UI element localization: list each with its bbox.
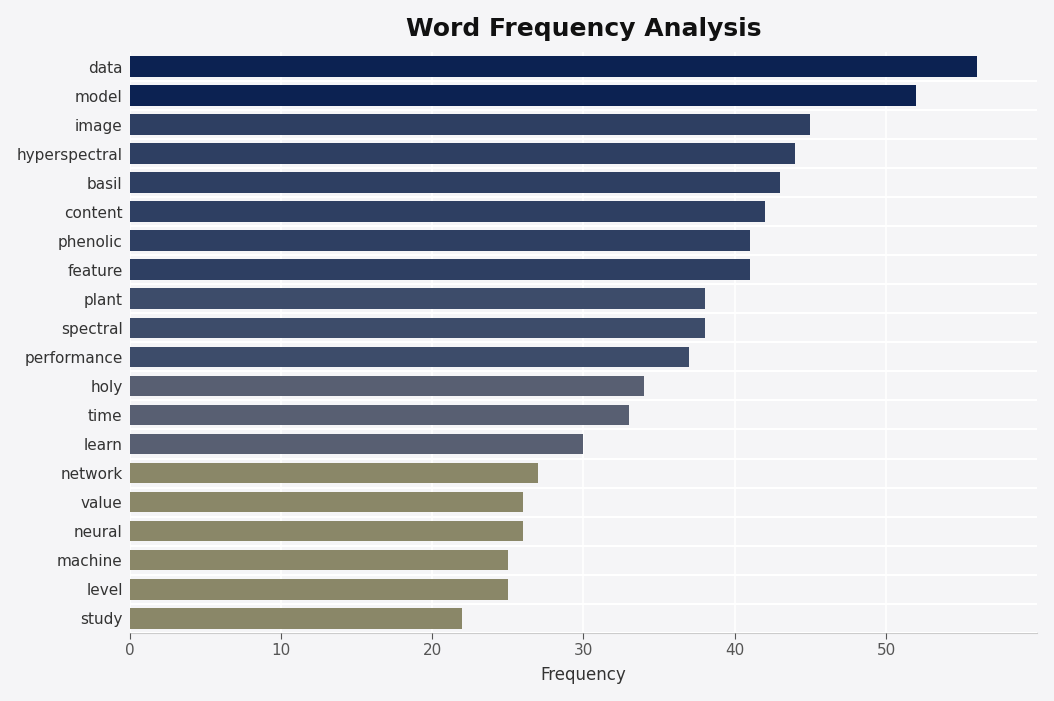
- Bar: [130, 376, 644, 397]
- X-axis label: Frequency: Frequency: [541, 667, 626, 684]
- Bar: [130, 404, 629, 426]
- Bar: [130, 608, 463, 629]
- Bar: [130, 578, 508, 599]
- Bar: [130, 463, 539, 484]
- Bar: [130, 114, 811, 135]
- Bar: [130, 56, 977, 77]
- Bar: [130, 231, 749, 252]
- Bar: [130, 201, 765, 222]
- Bar: [130, 172, 780, 193]
- Bar: [130, 550, 508, 571]
- Bar: [130, 346, 689, 367]
- Title: Word Frequency Analysis: Word Frequency Analysis: [406, 17, 761, 41]
- Bar: [130, 318, 704, 339]
- Bar: [130, 289, 704, 309]
- Bar: [130, 491, 523, 512]
- Bar: [130, 86, 916, 107]
- Bar: [130, 433, 584, 454]
- Bar: [130, 521, 523, 541]
- Bar: [130, 259, 749, 280]
- Bar: [130, 144, 796, 164]
